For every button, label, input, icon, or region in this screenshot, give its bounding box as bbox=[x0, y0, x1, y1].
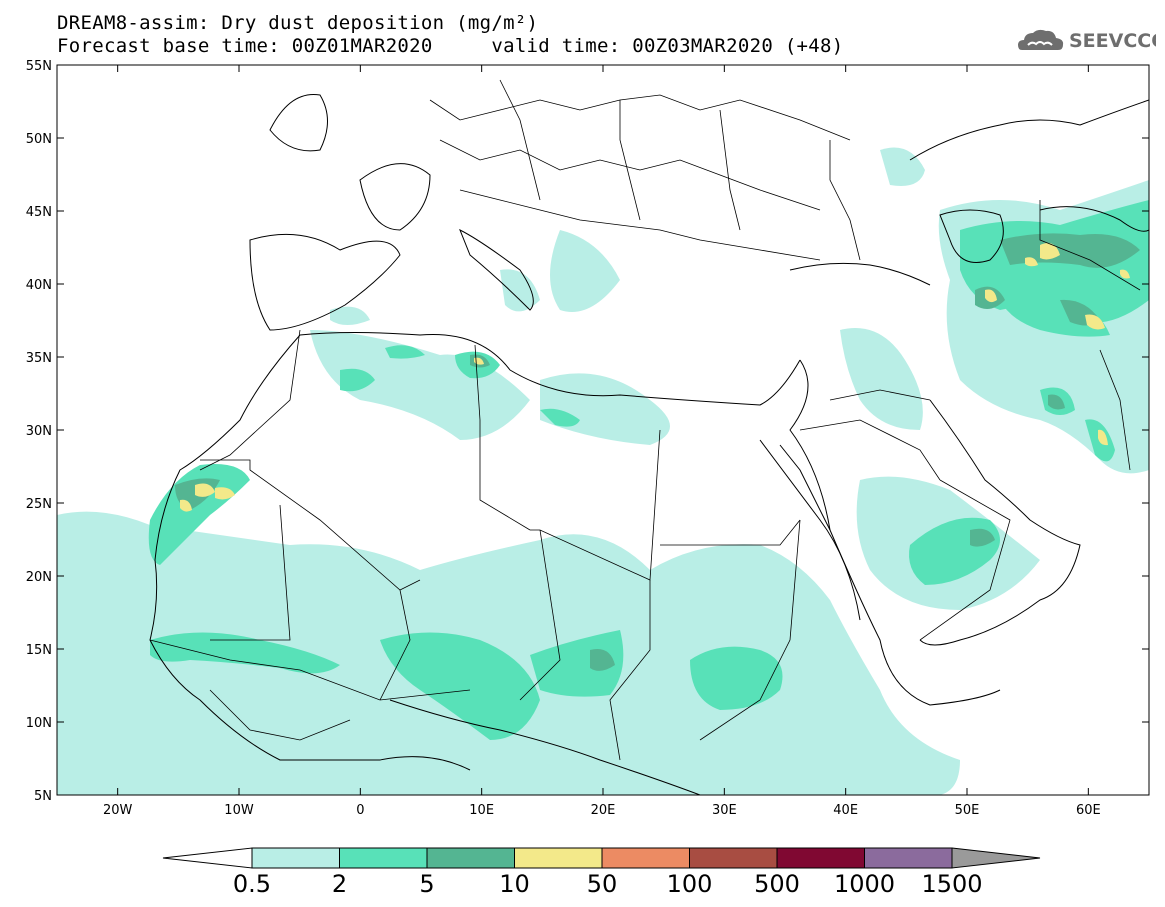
lon-label: 20W bbox=[103, 803, 133, 818]
colorbar-label: 500 bbox=[754, 870, 800, 898]
lat-label: 35N bbox=[26, 351, 52, 366]
colorbar-swatch bbox=[864, 847, 953, 869]
colorbar-label: 0.5 bbox=[233, 870, 271, 898]
colorbar-legend: 0.5 2 5 10 50 100 500 1000 1500 bbox=[162, 847, 1041, 898]
lat-label: 25N bbox=[26, 497, 52, 512]
colorbar-label: 5 bbox=[419, 870, 434, 898]
lon-label: 50E bbox=[955, 803, 980, 818]
lon-label: 20E bbox=[591, 803, 616, 818]
lat-label: 15N bbox=[26, 643, 52, 658]
lat-label: 10N bbox=[26, 716, 52, 731]
lon-label: 10W bbox=[224, 803, 254, 818]
colorbar-swatch bbox=[426, 847, 515, 869]
colorbar-swatch bbox=[601, 847, 690, 869]
lon-label: 10E bbox=[469, 803, 494, 818]
dust-level-10-50 bbox=[180, 242, 1130, 512]
colorbar-label: 2 bbox=[332, 870, 347, 898]
lon-label: 40E bbox=[833, 803, 858, 818]
colorbar-label: 1000 bbox=[834, 870, 895, 898]
colorbar-swatch bbox=[514, 847, 603, 869]
logo-text: SEEVCCC bbox=[1069, 30, 1156, 52]
colorbar-label: 100 bbox=[667, 870, 713, 898]
dust-level-2-5 bbox=[148, 200, 1149, 740]
colorbar-label: 10 bbox=[499, 870, 530, 898]
colorbar-swatch bbox=[339, 847, 428, 869]
colorbar-min-arrow bbox=[162, 847, 253, 869]
lon-label: 0 bbox=[356, 803, 364, 818]
country-borders bbox=[149, 79, 1141, 761]
lat-label: 45N bbox=[26, 205, 52, 220]
lon-label: 30E bbox=[712, 803, 737, 818]
colorbar-label: 1500 bbox=[921, 870, 982, 898]
map-title: DREAM8-assim: Dry dust deposition (mg/m²… bbox=[57, 12, 539, 34]
cloud-icon bbox=[1018, 29, 1064, 50]
seevccc-logo: SEEVCCC bbox=[1018, 29, 1156, 52]
lat-label: 20N bbox=[26, 570, 52, 585]
lat-label: 55N bbox=[26, 59, 52, 74]
lat-label: 5N bbox=[34, 789, 52, 804]
lat-label: 30N bbox=[26, 424, 52, 439]
colorbar-label: 50 bbox=[587, 870, 618, 898]
longitude-axis: 20W 10W 0 10E 20E 30E 40E 50E 60E bbox=[103, 803, 1101, 818]
lat-label: 40N bbox=[26, 278, 52, 293]
lat-label: 50N bbox=[26, 132, 52, 147]
forecast-times: Forecast base time: 00Z01MAR2020 valid t… bbox=[57, 35, 844, 57]
colorbar-swatch bbox=[776, 847, 865, 869]
colorbar-swatch bbox=[689, 847, 778, 869]
colorbar-max-arrow bbox=[951, 847, 1041, 869]
dust-field bbox=[57, 65, 1149, 795]
lon-label: 60E bbox=[1076, 803, 1101, 818]
colorbar-swatch bbox=[251, 847, 340, 869]
axis-ticks bbox=[57, 64, 1149, 796]
latitude-axis: 55N 50N 45N 40N 35N 30N 25N 20N 15N 10N 5N bbox=[26, 59, 52, 804]
